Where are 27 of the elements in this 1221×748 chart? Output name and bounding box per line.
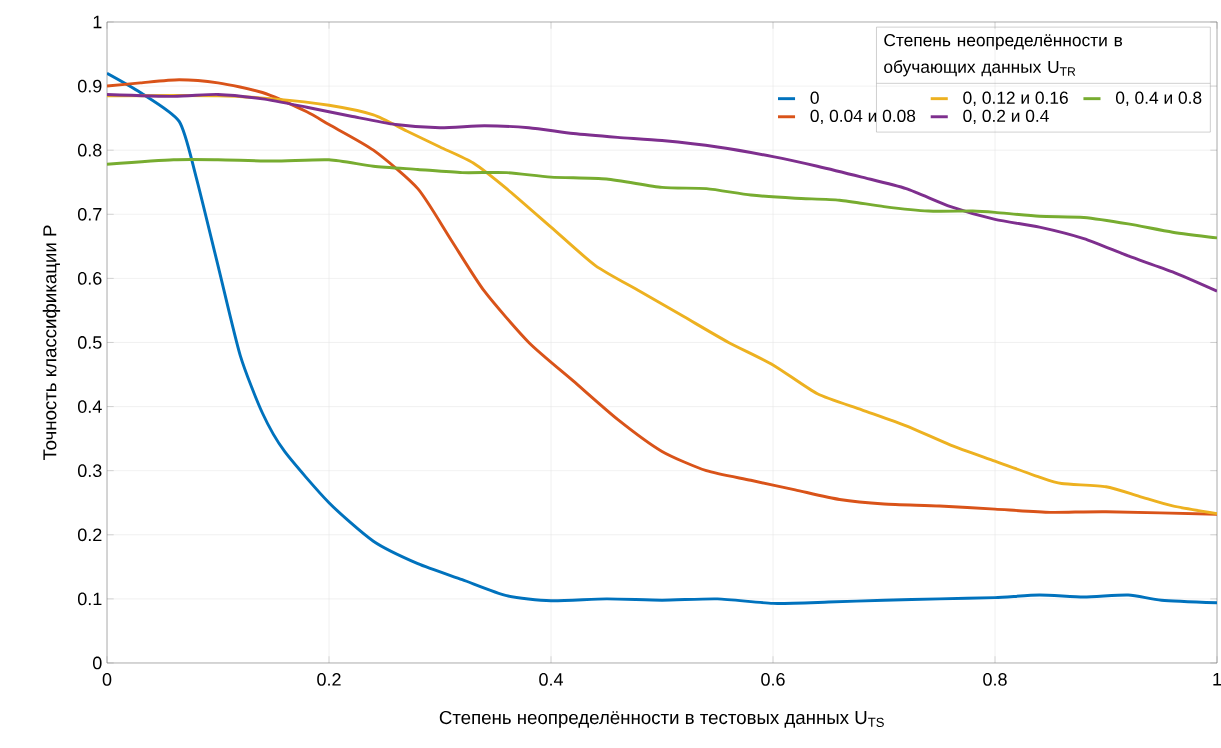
legend-title: Степень неопределённости в обучающих данных U$_{TR}$: [884, 34, 1123, 77]
legend-label: 0, 0.4 и 0.8: [1115, 91, 1202, 106]
y-tick-label: 0.4: [77, 400, 102, 413]
y-tick-label: 0.8: [77, 143, 102, 157]
y-tick-label: 0.7: [77, 207, 102, 221]
legend-label: 0, 0.2 и 0.4: [963, 109, 1049, 125]
y-tick-label: 0.1: [77, 592, 102, 606]
y-tick-label: 1: [93, 15, 102, 29]
y-tick-label: 0.9: [77, 79, 102, 93]
x-tick-label: 0.2: [317, 673, 341, 686]
y-tick-label: 0.6: [77, 272, 102, 285]
x-tick-label: 0.4: [539, 673, 563, 686]
legend-label: 0: [810, 91, 819, 104]
y-axis-title: Точность классификации P: [42, 225, 61, 460]
y-tick-label: 0.2: [77, 528, 102, 542]
y-tick-label: 0: [93, 656, 102, 670]
line-series: [107, 158, 1218, 240]
y-tick-label: 0.5: [77, 336, 102, 349]
x-tick-label: 0.8: [983, 673, 1007, 686]
y-tick-label: 0.3: [77, 464, 102, 478]
legend-label: 0, 0.12 и 0.16: [963, 91, 1068, 106]
line-series: [107, 92, 1218, 293]
legend-label: 0, 0.04 и 0.08: [810, 109, 916, 125]
x-tick-label: 1: [1213, 673, 1221, 686]
x-tick-label: 0: [102, 673, 112, 686]
x-tick-label: 0.6: [761, 673, 785, 686]
x-axis-title: Степень неопределённости в тестовых данных U$_{TS}$: [439, 710, 884, 728]
